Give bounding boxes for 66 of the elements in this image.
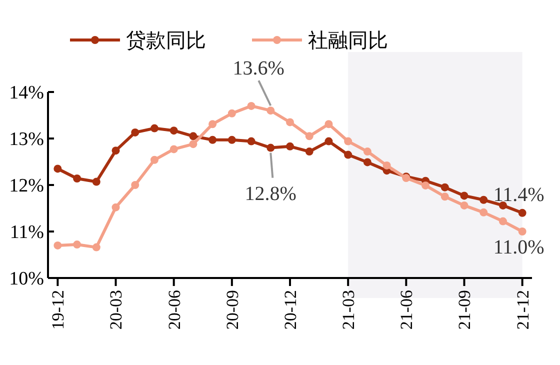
- point: [460, 192, 468, 200]
- point: [440, 183, 449, 192]
- point: [266, 144, 275, 152]
- point: [324, 120, 333, 128]
- point: [131, 181, 140, 189]
- point: [92, 243, 100, 252]
- point: [247, 137, 256, 146]
- annotation: 11.4%: [493, 184, 544, 206]
- point: [189, 140, 198, 148]
- point: [170, 145, 178, 154]
- annotation: 12.8%: [244, 182, 296, 205]
- point: [344, 150, 352, 159]
- point: [480, 196, 488, 204]
- point: [73, 174, 82, 182]
- point: [73, 240, 82, 249]
- point: [150, 124, 158, 132]
- point: [112, 146, 120, 155]
- y-tick-label: 12%: [9, 176, 44, 197]
- x-tick-label: 21-03: [339, 290, 358, 330]
- point: [286, 142, 294, 150]
- point: [305, 148, 314, 156]
- point: [189, 132, 198, 140]
- point: [363, 148, 372, 156]
- point: [480, 208, 488, 216]
- x-tick-label: 20-06: [164, 290, 184, 330]
- point: [518, 208, 526, 217]
- annotation: 13.6%: [232, 58, 284, 80]
- point: [150, 156, 158, 164]
- point: [247, 102, 256, 110]
- legend-label: 贷款同比: [126, 30, 206, 52]
- point: [460, 201, 468, 210]
- point: [498, 217, 507, 226]
- point: [440, 192, 449, 201]
- point: [228, 136, 236, 144]
- annotation: 11.0%: [493, 236, 544, 258]
- y-tick-label: 10%: [9, 268, 44, 290]
- point: [112, 203, 120, 212]
- point: [92, 178, 100, 186]
- x-tick-label: 21-06: [397, 290, 416, 330]
- x-tick-label: 20-12: [280, 290, 300, 330]
- point: [208, 136, 217, 144]
- point: [498, 201, 507, 210]
- point: [170, 126, 178, 135]
- x-tick-label: 19-12: [48, 290, 68, 330]
- point: [324, 137, 333, 146]
- point: [131, 128, 140, 136]
- x-tick-label: 21-09: [455, 290, 474, 330]
- point: [228, 109, 236, 118]
- point: [208, 120, 217, 128]
- point: [305, 132, 314, 140]
- x-tick-label: 20-09: [222, 290, 242, 330]
- point: [54, 164, 62, 173]
- point: [382, 161, 391, 170]
- x-tick-label: 20-03: [106, 290, 126, 330]
- x-tick-label: 21-12: [513, 290, 532, 330]
- legend-label: 社融同比: [308, 30, 388, 52]
- point: [344, 137, 352, 146]
- y-tick-label: 14%: [9, 82, 44, 104]
- point: [422, 181, 430, 190]
- y-tick-label: 13%: [9, 129, 44, 150]
- point: [266, 106, 275, 115]
- point: [54, 241, 62, 250]
- point: [518, 228, 526, 236]
- y-tick-label: 11%: [10, 222, 44, 244]
- point: [363, 158, 372, 166]
- point: [286, 118, 294, 126]
